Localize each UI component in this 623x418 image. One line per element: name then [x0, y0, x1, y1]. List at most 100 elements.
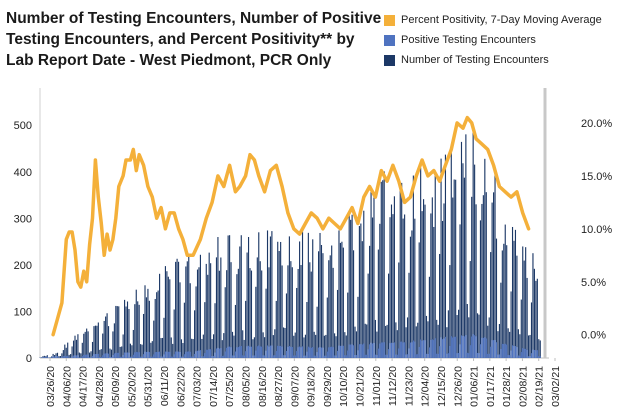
- positive-bar: [355, 355, 358, 358]
- positive-bar: [519, 355, 521, 358]
- positive-bar: [299, 346, 301, 358]
- positive-bar: [180, 356, 183, 358]
- positive-bar: [269, 345, 272, 358]
- total-bar: [500, 282, 502, 358]
- total-bar: [525, 247, 527, 358]
- positive-bar: [304, 355, 307, 358]
- legend-label-percent-positivity: Percent Positivity, 7-Day Moving Average: [401, 14, 602, 26]
- positive-bar: [90, 357, 92, 358]
- positive-bar: [217, 347, 219, 358]
- total-bar: [446, 327, 448, 358]
- positive-bar: [462, 336, 464, 358]
- total-bar: [319, 232, 321, 358]
- positive-bar: [290, 346, 292, 358]
- total-bar: [70, 354, 72, 358]
- total-bar: [433, 226, 435, 358]
- positive-bar: [138, 352, 140, 358]
- total-bar: [271, 231, 273, 358]
- y2-tick-label: 5.0%: [581, 277, 606, 289]
- total-bar: [516, 255, 518, 358]
- total-bar: [141, 344, 143, 358]
- total-bar: [396, 330, 398, 358]
- total-bar: [411, 230, 413, 358]
- total-bar: [128, 308, 130, 358]
- positive-bar: [471, 336, 473, 358]
- positive-bar: [80, 357, 82, 358]
- total-bar: [252, 339, 254, 358]
- total-bar: [121, 346, 123, 358]
- total-bar: [342, 247, 344, 358]
- total-bar: [272, 335, 274, 358]
- positive-bar: [282, 355, 285, 358]
- x-tick-label: 01/28/21: [501, 366, 513, 407]
- total-bar: [440, 158, 442, 358]
- legend: Percent Positivity, 7-Day Moving Average…: [384, 10, 620, 70]
- x-tick-label: 03/02/21: [550, 366, 562, 407]
- total-bar: [415, 326, 417, 358]
- y2-tick-label: 10.0%: [581, 224, 612, 236]
- x-tick-label: 07/14/20: [208, 366, 220, 407]
- total-bar: [511, 226, 514, 358]
- total-bar: [424, 204, 426, 358]
- positive-bar: [339, 345, 342, 358]
- total-bar: [231, 331, 234, 358]
- total-bar: [102, 333, 104, 358]
- positive-bar: [332, 347, 334, 358]
- total-bar: [307, 232, 309, 358]
- positive-bar: [43, 356, 45, 358]
- positive-bar: [310, 347, 312, 358]
- positive-bar: [153, 354, 155, 358]
- positive-bar: [106, 353, 108, 358]
- x-tick-label: 01/06/21: [469, 366, 481, 407]
- total-bar: [237, 268, 239, 358]
- total-bar: [421, 211, 423, 358]
- positive-bar: [456, 353, 458, 358]
- total-bar: [71, 346, 73, 358]
- total-bar: [161, 337, 164, 358]
- total-bar: [100, 349, 102, 358]
- total-bar: [479, 220, 482, 358]
- total-bar: [151, 341, 153, 358]
- positive-bar: [317, 347, 320, 358]
- total-bar: [487, 325, 489, 358]
- positive-bar: [469, 345, 471, 358]
- total-bar: [514, 229, 517, 358]
- total-bar: [494, 174, 496, 358]
- legend-item-positive-encounters: Positive Testing Encounters: [384, 30, 620, 50]
- total-bar: [364, 323, 366, 358]
- positive-bar: [373, 342, 375, 358]
- x-tick-label: 11/12/20: [387, 366, 399, 406]
- positive-bar: [42, 357, 44, 358]
- total-bar: [493, 192, 495, 358]
- total-bar: [325, 334, 327, 358]
- total-bar: [134, 304, 136, 358]
- positive-bar: [208, 349, 210, 358]
- total-bar: [332, 267, 334, 358]
- positive-bar: [91, 355, 94, 358]
- positive-bar: [497, 354, 499, 358]
- total-bar: [408, 272, 410, 358]
- positive-bar: [326, 351, 328, 358]
- total-bar: [361, 241, 363, 358]
- positive-bar: [455, 336, 457, 358]
- positive-bar: [156, 351, 158, 358]
- x-tick-label: 10/21/20: [355, 366, 367, 407]
- positive-bar: [83, 354, 85, 358]
- total-bar: [144, 285, 146, 358]
- total-bar: [405, 327, 407, 358]
- total-bar: [535, 280, 537, 358]
- positive-bar: [296, 351, 298, 358]
- total-bar: [56, 352, 59, 358]
- total-bar: [428, 276, 430, 358]
- total-bar: [172, 343, 174, 358]
- positive-bar: [376, 354, 378, 358]
- positive-bar: [328, 347, 330, 358]
- positive-bar: [142, 354, 145, 358]
- total-bar: [510, 291, 512, 358]
- total-bar: [58, 356, 60, 358]
- positive-bar: [536, 350, 538, 358]
- total-bar: [386, 324, 388, 358]
- positive-bar: [334, 355, 336, 358]
- positive-bar: [338, 345, 340, 358]
- total-bar: [99, 349, 101, 358]
